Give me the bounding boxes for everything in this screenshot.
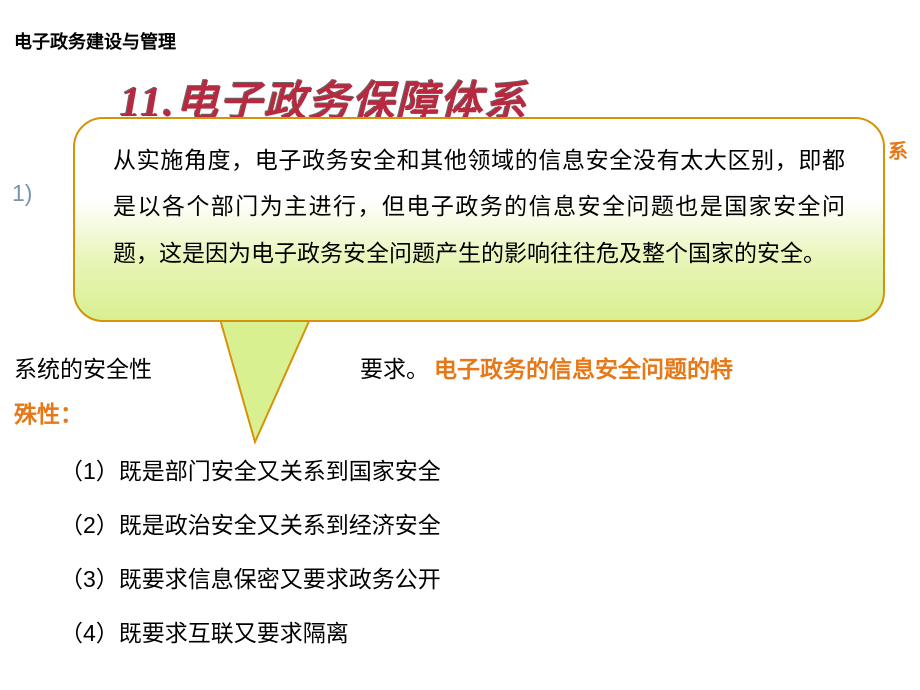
highlight-text-2: 殊性： bbox=[14, 395, 83, 429]
bullet-list: （1）既是部门安全又关系到国家安全 （2）既是政治安全又关系到经济安全 （3）既… bbox=[60, 444, 441, 660]
list-item: （4）既要求互联又要求隔离 bbox=[60, 606, 441, 660]
list-item: （1）既是部门安全又关系到国家安全 bbox=[60, 444, 441, 498]
item-number: 1) bbox=[12, 180, 32, 207]
highlight-text-1: 电子政务的信息安全问题的特 bbox=[434, 350, 733, 384]
partial-char-right: 系 bbox=[888, 135, 908, 164]
callout-text: 从实施角度，电子政务安全和其他领域的信息安全没有太大区别，即都是以各个部门为主进… bbox=[113, 137, 845, 276]
list-item: （2）既是政治安全又关系到经济安全 bbox=[60, 498, 441, 552]
callout-box: 从实施角度，电子政务安全和其他领域的信息安全没有太大区别，即都是以各个部门为主进… bbox=[73, 117, 885, 322]
body-text-fragment-2: 要求。 bbox=[360, 350, 429, 384]
list-item: （3）既要求信息保密又要求政务公开 bbox=[60, 552, 441, 606]
body-text-fragment-1: 系统的安全性 bbox=[14, 350, 152, 384]
page-header: 电子政务建设与管理 bbox=[14, 28, 176, 54]
